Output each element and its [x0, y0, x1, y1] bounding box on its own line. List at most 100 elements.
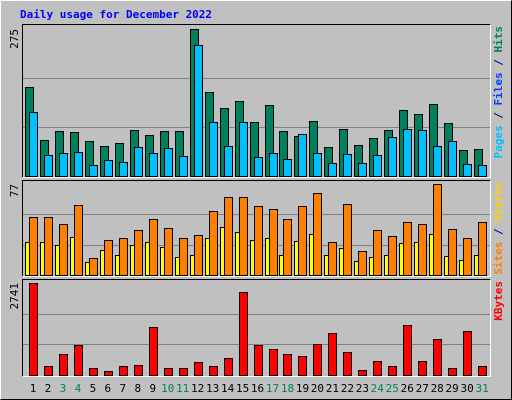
bar: [44, 155, 53, 177]
chart-title: Daily usage for December 2022: [20, 8, 212, 21]
bar: [89, 258, 98, 276]
x-tick-label: 10: [161, 382, 174, 395]
bar: [254, 206, 263, 276]
x-tick-label: 31: [475, 382, 488, 395]
bar: [149, 327, 158, 376]
axis-label-part: Visits: [492, 182, 505, 222]
x-tick-label: 5: [90, 382, 97, 395]
bar: [298, 356, 307, 376]
bar: [269, 349, 278, 376]
bar: [373, 230, 382, 276]
axis-label-part: Sites: [492, 242, 505, 275]
bar: [478, 165, 487, 177]
bar: [74, 345, 83, 376]
bar: [209, 122, 218, 177]
bar: [119, 366, 128, 376]
bar: [448, 368, 457, 376]
panel-border-dark: [22, 279, 491, 377]
x-tick-label: 26: [401, 382, 414, 395]
bar: [388, 366, 397, 376]
bar: [134, 365, 143, 376]
bar: [328, 242, 337, 276]
x-tick-label: 25: [386, 382, 399, 395]
bar: [343, 352, 352, 376]
axis-label-part: Pages: [492, 125, 505, 158]
bar: [239, 292, 248, 376]
bar: [478, 366, 487, 376]
bar: [224, 197, 233, 276]
bar: [298, 134, 307, 177]
bar: [134, 230, 143, 276]
bar: [149, 219, 158, 276]
axis-label: Pages / Files / Hits: [492, 26, 505, 159]
bar: [388, 236, 397, 276]
bar: [269, 153, 278, 177]
panel-border-light: [22, 180, 491, 277]
bar: [283, 159, 292, 177]
bar: [343, 154, 352, 177]
x-tick-label: 1: [30, 382, 37, 395]
x-tick-label: 16: [251, 382, 264, 395]
bar: [418, 224, 427, 276]
bar: [328, 163, 337, 177]
panel-border-dark: [22, 24, 491, 178]
bar: [283, 354, 292, 376]
bar: [224, 146, 233, 177]
bar: [433, 146, 442, 177]
bar: [239, 122, 248, 177]
axis-label-part: Hits: [492, 26, 505, 53]
bar: [89, 165, 98, 177]
x-tick-label: 2: [45, 382, 52, 395]
bar: [179, 238, 188, 276]
bar: [448, 229, 457, 276]
x-tick-label: 14: [221, 382, 235, 395]
bar: [149, 153, 158, 177]
bar: [164, 368, 173, 376]
bar: [119, 238, 128, 276]
bar: [373, 155, 382, 177]
panel-border-light: [22, 24, 491, 178]
panel-border-light: [22, 279, 491, 377]
y-tick-label: 2741: [8, 283, 21, 310]
x-tick-label: 8: [134, 382, 141, 395]
bar: [239, 197, 248, 276]
bar: [209, 366, 218, 376]
bar: [179, 156, 188, 177]
x-tick-label: 22: [341, 382, 354, 395]
x-tick-label: 4: [75, 382, 82, 395]
bar: [59, 224, 68, 276]
bar: [224, 358, 233, 376]
bar: [418, 361, 427, 376]
bar: [463, 238, 472, 276]
bar: [164, 228, 173, 276]
panel-border-dark: [22, 180, 491, 277]
bar: [463, 164, 472, 177]
bar: [433, 184, 442, 276]
bar: [343, 204, 352, 276]
x-tick-label: 19: [296, 382, 309, 395]
bar: [313, 153, 322, 177]
x-tick-label: 9: [149, 382, 156, 395]
y-tick-label: 77: [8, 184, 21, 197]
bar: [283, 219, 292, 276]
bar: [403, 325, 412, 376]
bar: [298, 206, 307, 276]
bar: [254, 157, 263, 177]
bar: [134, 147, 143, 177]
bar: [74, 152, 83, 177]
bar: [269, 209, 278, 276]
bar: [179, 368, 188, 376]
x-tick-label: 15: [236, 382, 249, 395]
x-tick-label: 7: [120, 382, 127, 395]
axis-label-part: KBytes: [492, 281, 505, 321]
bar: [433, 339, 442, 376]
bar: [104, 160, 113, 177]
bar: [194, 362, 203, 376]
bar: [29, 112, 38, 177]
bar: [313, 193, 322, 276]
bar: [194, 235, 203, 276]
bar: [29, 217, 38, 276]
bar: [403, 129, 412, 177]
bar: [119, 162, 128, 177]
